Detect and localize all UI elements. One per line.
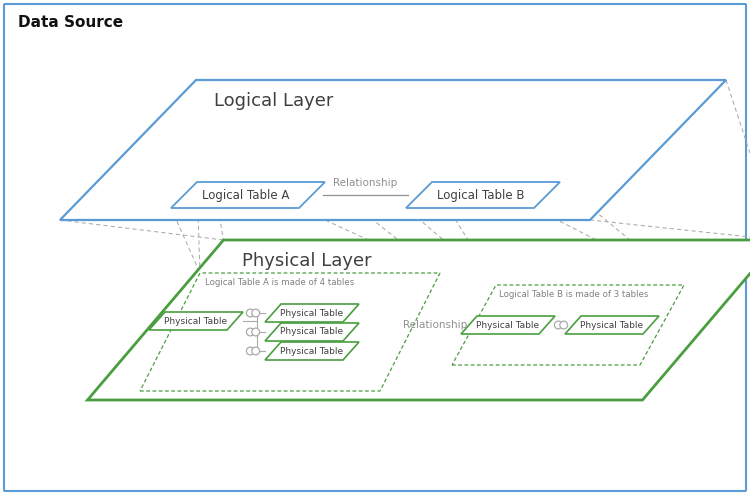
- Text: Physical Table: Physical Table: [164, 316, 227, 326]
- Polygon shape: [565, 316, 659, 334]
- Text: Logical Table A is made of 4 tables: Logical Table A is made of 4 tables: [205, 278, 354, 287]
- Circle shape: [252, 328, 260, 336]
- FancyBboxPatch shape: [4, 4, 746, 491]
- Polygon shape: [171, 182, 325, 208]
- Polygon shape: [265, 342, 359, 360]
- Text: Logical Table B: Logical Table B: [437, 189, 525, 201]
- Polygon shape: [265, 323, 359, 341]
- Polygon shape: [88, 240, 750, 400]
- Text: Relationship: Relationship: [403, 320, 467, 330]
- Text: Logical Table B is made of 3 tables: Logical Table B is made of 3 tables: [499, 290, 648, 299]
- Circle shape: [247, 328, 254, 336]
- Circle shape: [560, 321, 568, 329]
- Text: Relationship: Relationship: [333, 178, 398, 188]
- Polygon shape: [265, 304, 359, 322]
- Text: Physical Table: Physical Table: [280, 346, 344, 355]
- Polygon shape: [60, 80, 726, 220]
- Polygon shape: [149, 312, 243, 330]
- Text: Physical Layer: Physical Layer: [242, 252, 371, 270]
- Text: Physical Table: Physical Table: [280, 328, 344, 337]
- Text: Data Source: Data Source: [18, 15, 123, 30]
- Text: Physical Table: Physical Table: [476, 320, 539, 330]
- Text: Logical Layer: Logical Layer: [214, 92, 333, 110]
- Text: Physical Table: Physical Table: [580, 320, 644, 330]
- Polygon shape: [406, 182, 560, 208]
- Circle shape: [252, 347, 260, 355]
- Text: Logical Table A: Logical Table A: [202, 189, 290, 201]
- Circle shape: [247, 347, 254, 355]
- Text: Physical Table: Physical Table: [280, 308, 344, 317]
- Circle shape: [554, 321, 562, 329]
- Circle shape: [247, 309, 254, 317]
- Circle shape: [252, 309, 260, 317]
- Polygon shape: [461, 316, 555, 334]
